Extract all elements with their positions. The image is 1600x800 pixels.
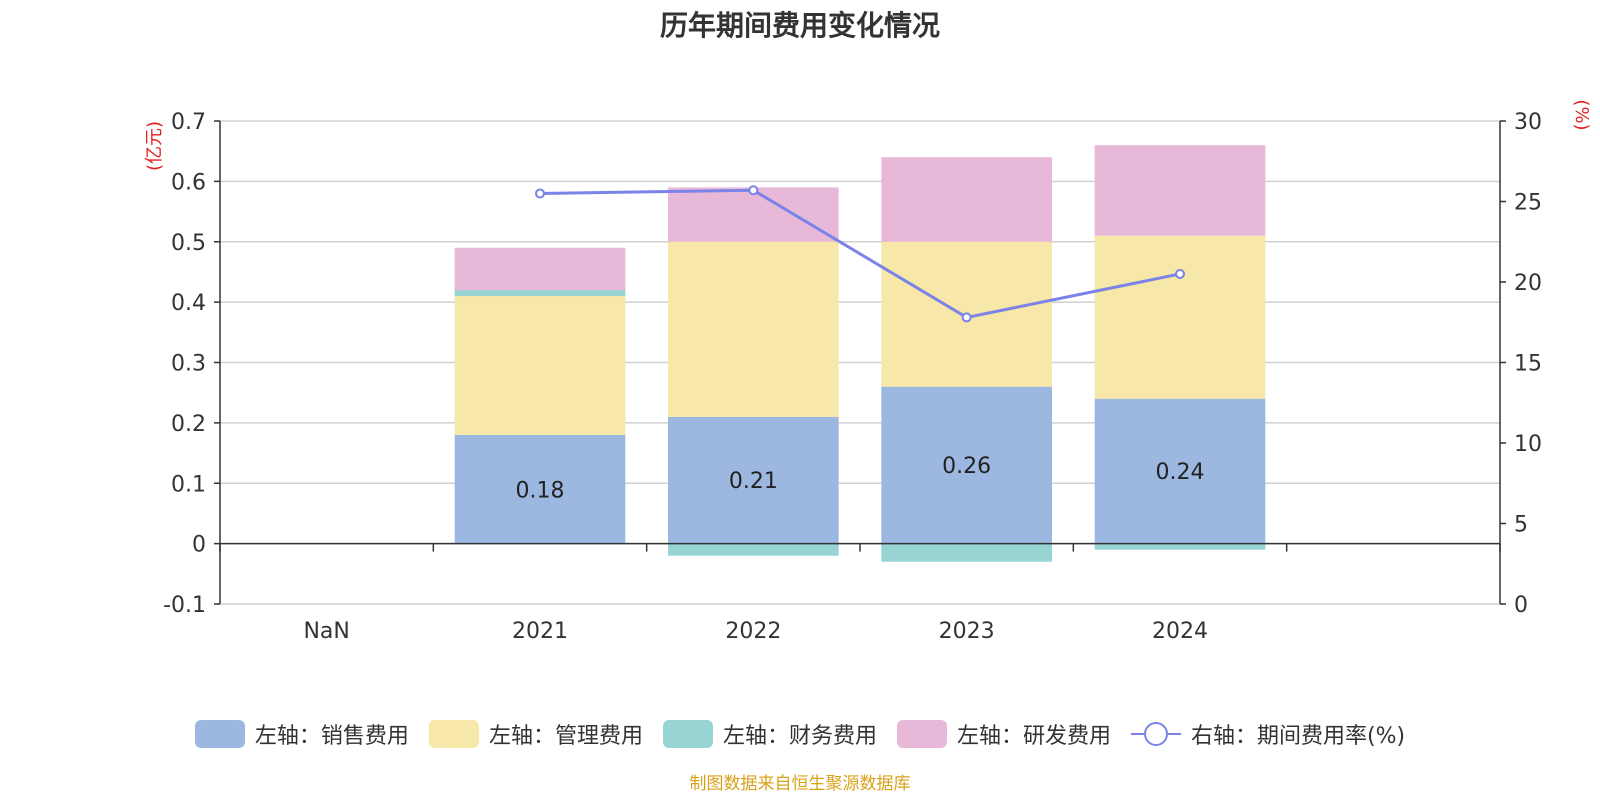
data-label: 0.24 [1156,460,1205,485]
legend-label: 左轴：财务费用 [722,724,877,749]
bar-segment [1094,235,1266,399]
bar-segment [1094,398,1266,544]
bar-segment [454,434,626,544]
legend-swatch [662,720,713,748]
category-label: NaN [303,619,349,644]
data-label: 0.18 [516,478,565,503]
rate-line [539,188,1181,320]
left-tick-label: -0.1 [163,593,206,618]
left-tick-label: 0.1 [171,472,206,497]
legend-item[interactable]: 左轴：销售费用 [194,718,409,750]
legend: 左轴：销售费用 左轴：管理费用 左轴：财务费用 左轴：研发费用 右轴：期间费用率(%) [0,718,1600,750]
legend-item[interactable]: 左轴：管理费用 [428,718,643,750]
rate-point [961,312,972,323]
right-tick-label: 30 [1514,110,1542,135]
right-tick-label: 25 [1514,191,1542,216]
legend-label: 左轴：研发费用 [956,724,1111,749]
bar-segment [454,247,626,291]
category-label: 2022 [725,619,781,644]
legend-swatch [194,720,245,748]
right-tick-label: 5 [1514,513,1528,538]
category-label: 2023 [939,619,995,644]
chart-title: 历年期间费用变化情况 [659,9,940,42]
legend-swatch [1130,720,1181,748]
left-axis-unit: (亿元) [144,121,165,171]
legend-item[interactable]: 右轴：期间费用率(%) [1130,718,1406,750]
bar-segment [881,543,1052,562]
left-tick-label: 0.3 [171,352,206,377]
legend-swatch [428,720,479,748]
bar-segment [668,543,839,556]
bar-segment [454,290,626,297]
legend-item[interactable]: 左轴：财务费用 [662,718,877,750]
rate-point [748,185,759,196]
left-tick-label: 0.2 [171,412,206,437]
bar-segment [1094,543,1266,550]
left-tick-label: 0 [192,533,206,558]
bar-segment [668,241,839,417]
chart-area: -0.1 0 0.1 0.2 0.3 0.4 0.5 0.6 0.7 0 5 10 15 20 25 30 (亿… [144,99,1592,644]
right-tick-label: 20 [1514,271,1542,296]
rate-point [1175,268,1185,279]
right-tick-label: 15 [1514,352,1542,377]
category-label: 2024 [1152,619,1208,644]
bar-segment [881,157,1052,242]
left-tick-label: 0.7 [171,110,206,135]
source-footer: 制图数据来自恒生聚源数据库 [689,774,911,794]
legend-item[interactable]: 左轴：研发费用 [896,718,1111,750]
left-tick-label: 0.5 [171,231,206,256]
left-tick-label: 0.6 [171,170,206,195]
left-tick-label: 0.4 [171,291,206,316]
right-axis-unit: (%) [1571,99,1592,130]
legend-label: 左轴：销售费用 [254,724,409,749]
legend-label: 右轴：期间费用率(%) [1190,724,1406,749]
category-label: 2021 [512,619,568,644]
bar-segment [668,187,839,242]
bar-segment [881,386,1052,544]
data-label: 0.21 [729,469,778,494]
right-tick-label: 0 [1514,593,1528,618]
bar-segment [454,296,626,435]
legend-swatch [896,720,947,748]
right-tick-label: 10 [1514,432,1542,457]
bar-segment [1094,145,1266,236]
data-label: 0.26 [942,454,991,479]
rate-point [535,188,545,199]
legend-label: 左轴：管理费用 [488,724,643,749]
bar-segment [668,416,839,544]
